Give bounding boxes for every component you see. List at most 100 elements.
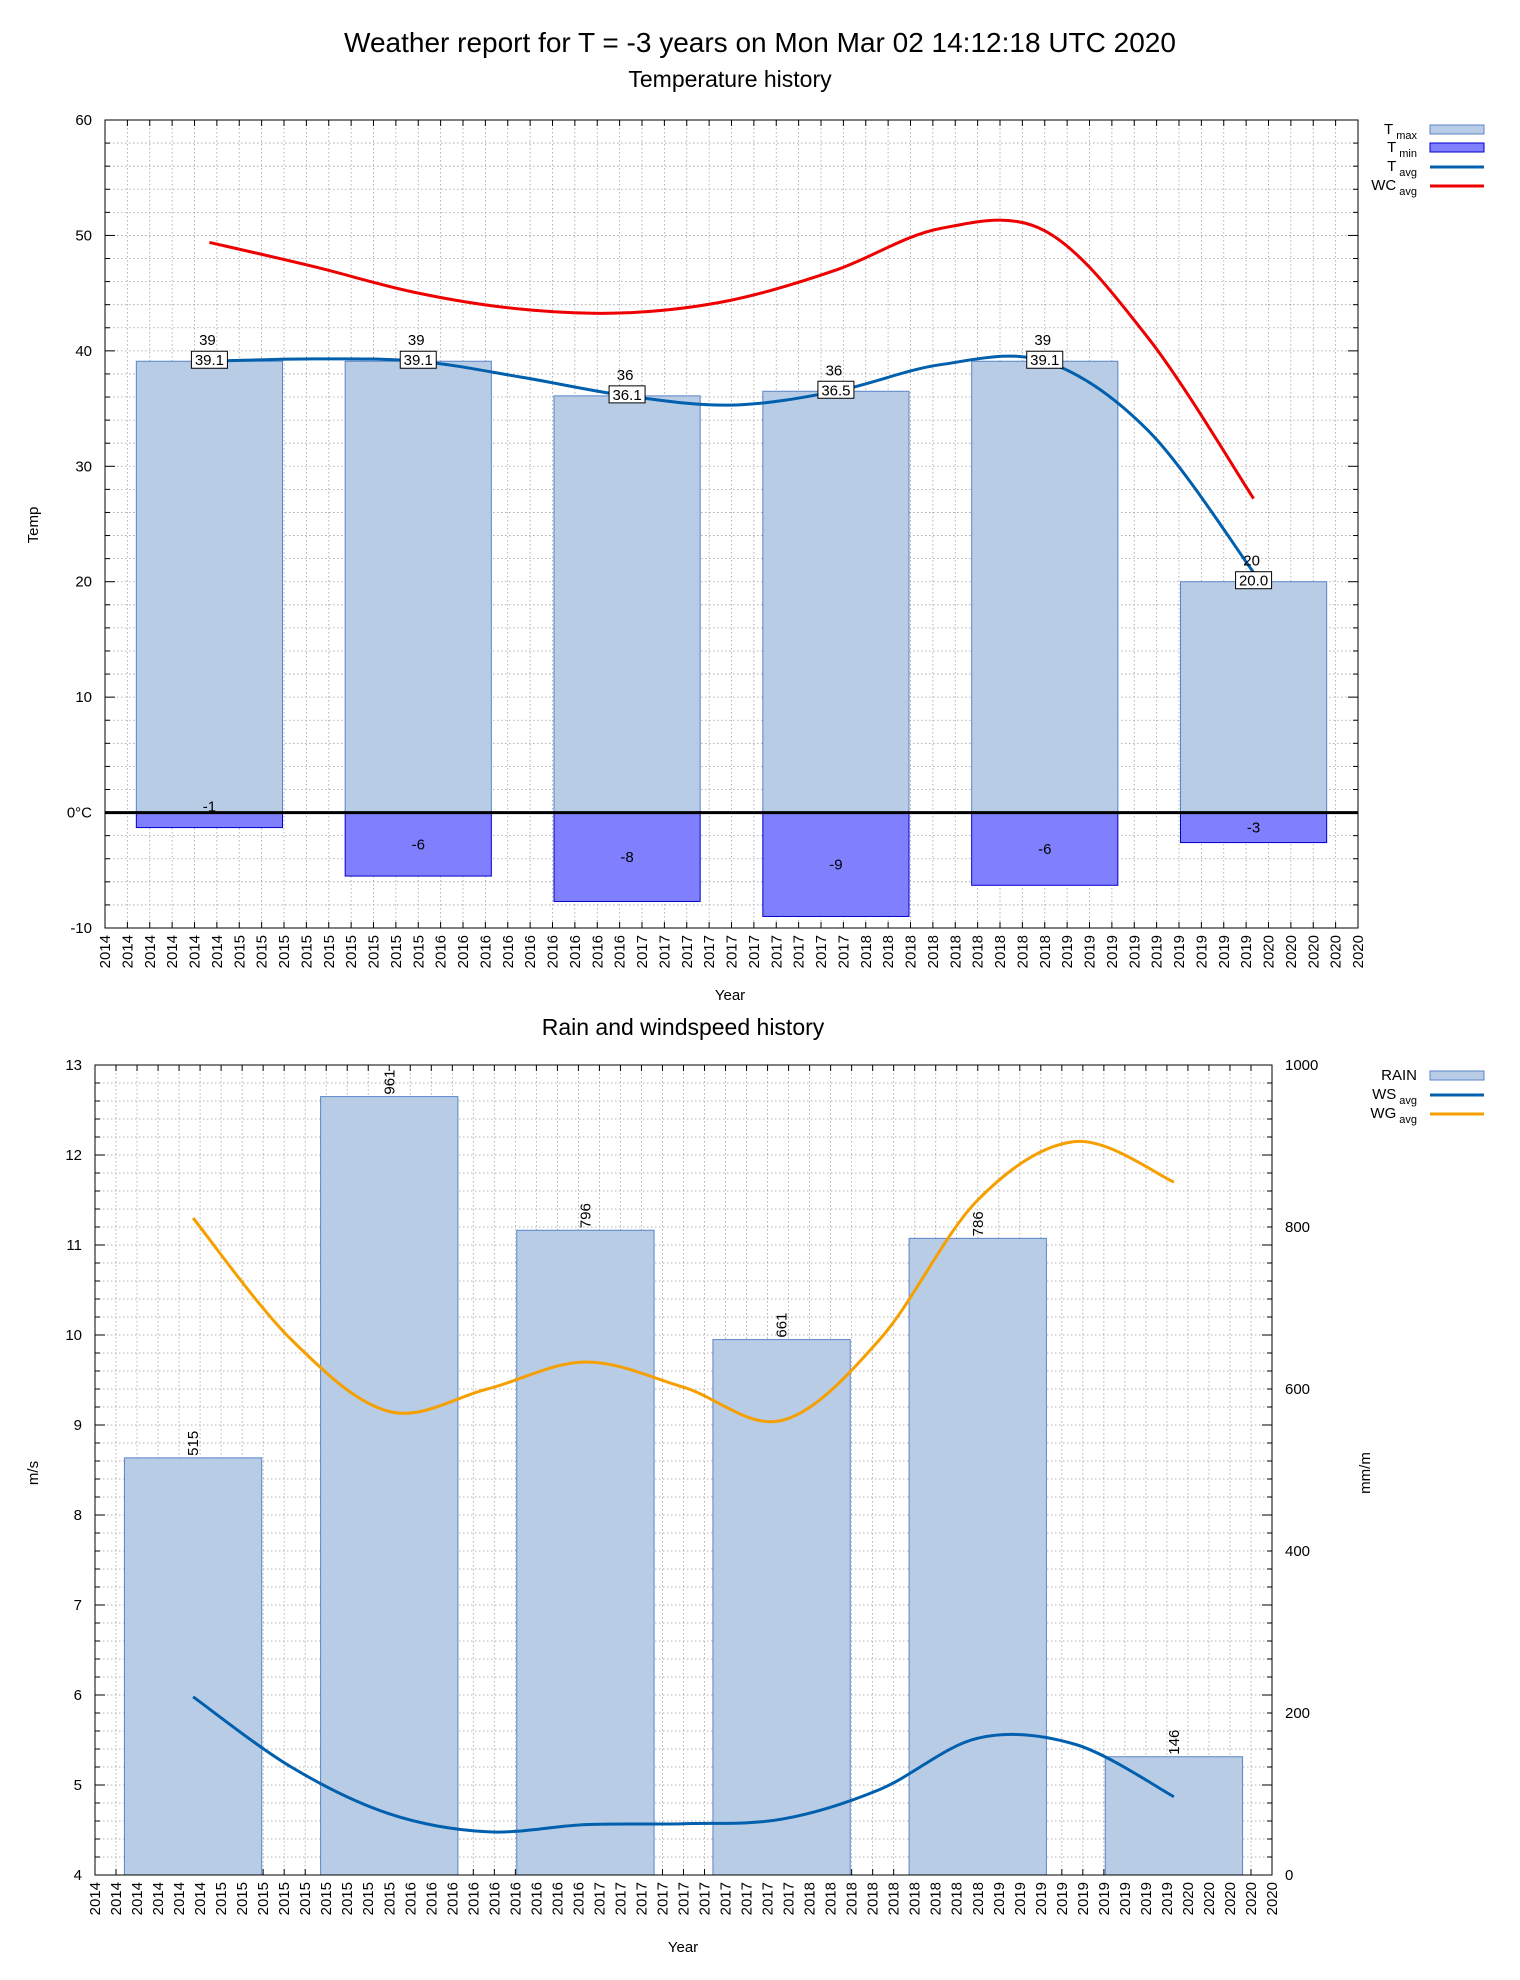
temperature-x-tick-label: 2017 [701,935,718,968]
rain-x-tick-label: 2016 [465,1882,482,1915]
temperature-x-tick-label: 2019 [1104,935,1121,968]
rain-x-tick-label: 2018 [970,1882,987,1915]
tavg-value-box [817,380,855,399]
rain-x-tick-label: 2017 [676,1882,693,1915]
temperature-x-tick-label: 2018 [992,935,1009,968]
tavg-value-box [1235,571,1273,590]
rain-legend-label-wgavg: WG avg [1370,1105,1417,1126]
temperature-x-tick-label: 2020 [1283,935,1300,968]
temperature-x-tick-label: 2016 [589,935,606,968]
tavg-value-box [399,350,437,369]
temperature-x-tick-label: 2018 [1037,935,1054,968]
rain-x-tick-label: 2016 [570,1882,587,1915]
temperature-x-tick-label: 2019 [1082,935,1099,968]
rain-x-tick-label: 2015 [339,1882,356,1915]
rain-x-tick-label: 2017 [612,1882,629,1915]
temperature-x-tick-label: 2019 [1238,935,1255,968]
rain-y-axis-label: m/s [25,1461,42,1485]
rain-y-tick-label: 12 [65,1147,82,1164]
rain-value-label: 515 [185,1431,202,1456]
temperature-y-tick-label: 0°C [67,805,92,822]
rain-x-tick-label: 2019 [1159,1882,1176,1915]
rain-x-tick-label: 2019 [1117,1882,1134,1915]
temperature-x-tick-label: 2016 [433,935,450,968]
temperature-x-tick-label: 2019 [1171,935,1188,968]
temperature-y-tick-label: 20 [75,574,92,591]
rain-x-tick-label: 2016 [402,1882,419,1915]
temperature-x-tick-label: 2014 [119,935,136,968]
temperature-x-tick-label: 2018 [1014,935,1031,968]
rain-value-label: 146 [1166,1730,1183,1755]
tmin-bar [762,812,910,917]
temperature-x-tick-label: 2015 [298,935,315,968]
rain-x-tick-label: 2016 [423,1882,440,1915]
temperature-x-tick-label: 2018 [858,935,875,968]
temperature-x-tick-label: 2016 [522,935,539,968]
tmin-value-label: -1 [203,799,216,816]
rain-x-tick-label: 2017 [655,1882,672,1915]
rain-y2-tick-label: 1000 [1285,1057,1318,1074]
rain-y2-tick-label: 600 [1285,1381,1310,1398]
tavg-value-box [1026,350,1064,369]
wg-avg-line [191,1139,1175,1424]
temperature-x-tick-label: 2016 [500,935,517,968]
rain-x-tick-label: 2014 [108,1882,125,1915]
rain-y-tick-label: 5 [74,1777,82,1794]
temperature-x-tick-label: 2017 [724,935,741,968]
tavg-value-label: 36.5 [821,382,850,399]
rain-x-tick-label: 2017 [697,1882,714,1915]
tmax-value-label: 39 [1034,332,1051,349]
temperature-y-tick-label: 40 [75,343,92,360]
rain-x-tick-label: 2017 [781,1882,798,1915]
temperature-x-tick-label: 2014 [209,935,226,968]
rain-value-label: 961 [381,1070,398,1095]
temperature-y-tick-label: 30 [75,458,92,475]
tmax-value-label: 20 [1243,553,1260,570]
temperature-y-tick-label: 50 [75,227,92,244]
rain-x-tick-label: 2020 [1180,1882,1197,1915]
temperature-chart-title: Temperature history [628,66,832,92]
tavg-value-box [608,385,646,404]
temperature-plot-border [104,119,1359,929]
rain-y-tick-label: 8 [74,1507,82,1524]
tmax-value-label: 39 [408,332,425,349]
rain-bar [320,1096,459,1876]
tmax-bar [762,390,910,814]
tmin-value-label: -9 [829,857,842,874]
temperature-x-tick-label: 2015 [254,935,271,968]
rain-plot-border [94,1064,1273,1876]
temperature-x-tick-label: 2020 [1328,935,1345,968]
rain-x-tick-label: 2014 [192,1882,209,1915]
rain-x-tick-label: 2018 [886,1882,903,1915]
temperature-x-tick-label: 2015 [276,935,293,968]
temperature-x-tick-label: 2016 [477,935,494,968]
rain-x-tick-label: 2018 [907,1882,924,1915]
rain-x-tick-label: 2019 [1054,1882,1071,1915]
rain-x-tick-label: 2020 [1201,1882,1218,1915]
tmax-value-label: 36 [617,367,634,384]
temperature-x-tick-label: 2018 [970,935,987,968]
temperature-legend-swatch-tmax [1429,124,1485,135]
rain-x-tick-label: 2015 [234,1882,251,1915]
rain-x-tick-label: 2015 [255,1882,272,1915]
tmax-bar [971,360,1119,814]
rain-x-tick-label: 2020 [1264,1882,1281,1915]
rain-x-tick-label: 2019 [1033,1882,1050,1915]
temperature-x-tick-label: 2016 [567,935,584,968]
temperature-x-tick-label: 2017 [634,935,651,968]
temperature-x-tick-label: 2016 [545,935,562,968]
rain-x-tick-label: 2020 [1243,1882,1260,1915]
rain-x-tick-label: 2016 [528,1882,545,1915]
temperature-x-tick-label: 2019 [1059,935,1076,968]
temperature-x-tick-label: 2017 [813,935,830,968]
rain-bar [908,1237,1047,1876]
rain-y-tick-label: 9 [74,1417,82,1434]
temperature-x-tick-label: 2019 [1216,935,1233,968]
rain-y2-axis-label: mm/m [1357,1452,1374,1494]
rain-x-tick-label: 2015 [381,1882,398,1915]
rain-x-tick-label: 2016 [549,1882,566,1915]
tmin-bar [553,812,701,902]
tavg-value-label: 39.1 [404,352,433,369]
temperature-x-tick-label: 2018 [925,935,942,968]
